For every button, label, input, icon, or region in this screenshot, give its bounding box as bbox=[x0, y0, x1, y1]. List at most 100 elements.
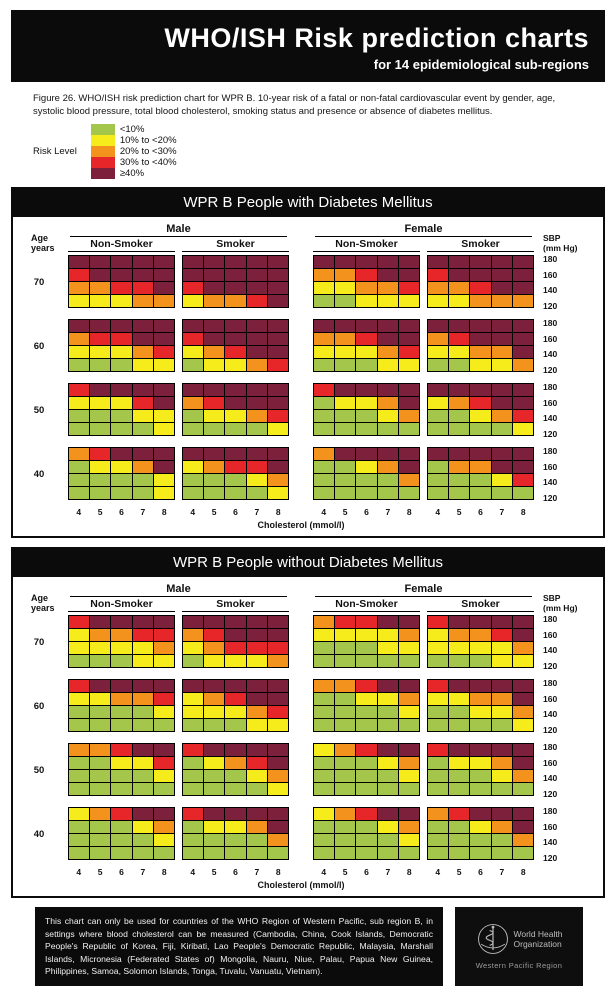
risk-cell bbox=[132, 384, 153, 397]
risk-cell bbox=[470, 384, 491, 397]
risk-cell bbox=[267, 616, 288, 629]
risk-cell bbox=[204, 834, 225, 847]
risk-cell bbox=[225, 706, 246, 719]
legend-item-1: 10% to <20% bbox=[90, 135, 177, 147]
risk-cell bbox=[153, 680, 174, 693]
risk-cell bbox=[512, 821, 533, 834]
risk-cell bbox=[314, 770, 335, 783]
risk-cell bbox=[512, 655, 533, 668]
risk-cell bbox=[132, 834, 153, 847]
risk-cell bbox=[314, 629, 335, 642]
risk-cell bbox=[183, 834, 204, 847]
risk-cell bbox=[398, 461, 419, 474]
risk-grid-female-smoker-age-50 bbox=[427, 743, 534, 798]
chol-tick-6: 6 bbox=[119, 867, 124, 878]
risk-cell bbox=[356, 757, 377, 770]
risk-cell bbox=[428, 474, 449, 487]
sbp-tick-140: 140 bbox=[543, 709, 558, 720]
cholesterol-ticks: 4 5 6 7 8 bbox=[182, 867, 289, 877]
risk-cell bbox=[111, 744, 132, 757]
risk-cell bbox=[512, 808, 533, 821]
risk-cell bbox=[225, 269, 246, 282]
risk-cell bbox=[153, 706, 174, 719]
risk-cell bbox=[449, 320, 470, 333]
risk-cell bbox=[428, 680, 449, 693]
risk-cell bbox=[377, 410, 398, 423]
cholesterol-ticks: 4 5 6 7 8 bbox=[68, 867, 175, 877]
risk-cell bbox=[111, 487, 132, 500]
risk-cell bbox=[225, 693, 246, 706]
risk-cell bbox=[428, 808, 449, 821]
page-subtitle: for 14 epidemiological sub-regions bbox=[373, 56, 589, 72]
risk-cell bbox=[225, 808, 246, 821]
chol-tick-7: 7 bbox=[385, 867, 391, 878]
risk-cell bbox=[225, 295, 246, 308]
risk-cell bbox=[90, 448, 111, 461]
sbp-ticks: 180 160 140 120 bbox=[541, 743, 597, 798]
risk-cell bbox=[428, 655, 449, 668]
risk-cell bbox=[153, 397, 174, 410]
risk-cell bbox=[111, 783, 132, 796]
who-emblem-icon bbox=[477, 924, 508, 955]
risk-cell bbox=[225, 770, 246, 783]
risk-cell bbox=[314, 821, 335, 834]
risk-cell bbox=[377, 282, 398, 295]
risk-cell bbox=[204, 410, 225, 423]
risk-cell bbox=[449, 642, 470, 655]
risk-cell bbox=[314, 256, 335, 269]
risk-cell bbox=[470, 333, 491, 346]
risk-cell bbox=[449, 706, 470, 719]
risk-cell bbox=[398, 410, 419, 423]
risk-cell bbox=[69, 808, 90, 821]
risk-cell bbox=[153, 384, 174, 397]
risk-cell bbox=[225, 783, 246, 796]
risk-cell bbox=[449, 680, 470, 693]
risk-cell bbox=[183, 629, 204, 642]
risk-cell bbox=[111, 448, 132, 461]
risk-cell bbox=[90, 719, 111, 732]
risk-cell bbox=[428, 770, 449, 783]
sbp-tick-120: 120 bbox=[543, 724, 558, 735]
risk-cell bbox=[470, 808, 491, 821]
risk-cell bbox=[377, 834, 398, 847]
risk-grid-male-smoker-age-70 bbox=[182, 615, 289, 670]
sbp-ticks: 180 160 140 120 bbox=[541, 319, 597, 374]
legend-item-4: ≥40% bbox=[90, 168, 177, 180]
sbp-tick-180: 180 bbox=[543, 446, 558, 457]
sbp-tick-180: 180 bbox=[543, 742, 558, 753]
panel-without-diabetes: WPR B People without Diabetes Mellitus Ag… bbox=[11, 547, 605, 899]
risk-cell bbox=[225, 642, 246, 655]
risk-cell bbox=[449, 333, 470, 346]
risk-cell bbox=[491, 616, 512, 629]
risk-cell bbox=[90, 821, 111, 834]
risk-cell bbox=[183, 346, 204, 359]
risk-cell bbox=[183, 680, 204, 693]
risk-cell bbox=[204, 320, 225, 333]
risk-cell bbox=[153, 808, 174, 821]
risk-cell bbox=[183, 461, 204, 474]
chol-tick-7: 7 bbox=[254, 507, 260, 518]
risk-cell bbox=[153, 448, 174, 461]
risk-cell bbox=[449, 629, 470, 642]
sbp-tick-140: 140 bbox=[543, 477, 558, 488]
smoking-header-female-non-smoker: Non-Smoker bbox=[313, 238, 420, 253]
risk-cell bbox=[267, 384, 288, 397]
risk-cell bbox=[377, 616, 398, 629]
risk-cell bbox=[183, 410, 204, 423]
risk-cell bbox=[153, 256, 174, 269]
risk-cell bbox=[428, 783, 449, 796]
risk-cell bbox=[398, 282, 419, 295]
smoking-header-male-smoker: Smoker bbox=[182, 598, 289, 613]
age-axis-label: Age years bbox=[31, 592, 55, 613]
risk-cell bbox=[90, 629, 111, 642]
risk-cell bbox=[132, 333, 153, 346]
risk-cell bbox=[314, 680, 335, 693]
risk-grid-male-smoker-age-40 bbox=[182, 807, 289, 862]
risk-cell bbox=[377, 256, 398, 269]
risk-cell bbox=[377, 320, 398, 333]
risk-cell bbox=[90, 757, 111, 770]
risk-cell bbox=[449, 616, 470, 629]
risk-cell bbox=[449, 410, 470, 423]
risk-cell bbox=[69, 474, 90, 487]
age-tick-40: 40 bbox=[33, 829, 45, 841]
